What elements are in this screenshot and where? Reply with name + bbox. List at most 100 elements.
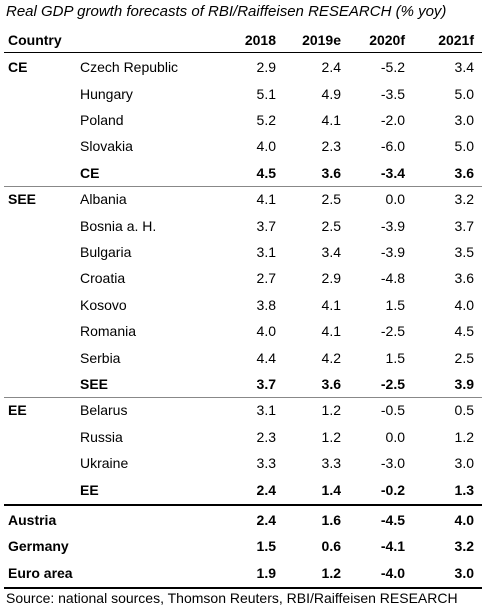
cell-value: 1.5 (256, 538, 276, 555)
cell-value: 1.2 (321, 402, 341, 419)
cell-value: 0.0 (385, 191, 405, 208)
cell-value: 3.1 (256, 244, 276, 260)
cell-value: 2.4 (321, 59, 341, 76)
country-name: Czech Republic (80, 59, 179, 76)
group-label: SEE (8, 191, 37, 208)
cell-value: -2.5 (380, 323, 405, 340)
cell-value: 2.4 (256, 512, 276, 528)
cell-value: 4.0 (256, 323, 276, 340)
cell-value: 2.9 (321, 270, 341, 287)
country-name: Belarus (80, 402, 128, 419)
cell-value: 3.1 (256, 402, 276, 419)
cell-value: -4.5 (380, 512, 405, 528)
cell-value: 3.6 (454, 270, 474, 287)
cell-value: -5.2 (380, 59, 405, 76)
cell-value: 3.2 (454, 538, 474, 555)
cell-value: 4.1 (321, 323, 341, 340)
country-name: Slovakia (80, 138, 133, 155)
cell-value: 4.1 (321, 112, 341, 128)
aggregate-name: Germany (8, 538, 69, 555)
rule (4, 587, 482, 589)
cell-value: 3.2 (454, 191, 474, 208)
cell-value: -3.9 (380, 217, 405, 234)
cell-value: 1.5 (385, 349, 405, 366)
cell-value: 1.6 (321, 512, 341, 528)
cell-value: 2.5 (321, 191, 341, 208)
cell-value: 5.1 (256, 85, 276, 102)
cell-value: 1.5 (385, 296, 405, 313)
cell-value: 4.1 (256, 191, 276, 208)
cell-value: 3.4 (454, 59, 474, 76)
country-name: Russia (80, 428, 123, 445)
cell-value: -4.1 (380, 538, 405, 555)
country-name: Croatia (80, 270, 126, 287)
rule (4, 52, 482, 53)
aggregate-name: Euro area (8, 564, 73, 581)
country-name: Romania (80, 323, 137, 340)
cell-value: 5.0 (454, 138, 474, 155)
cell-value: 2.3 (321, 138, 341, 155)
country-name: Albania (80, 191, 127, 208)
cell-value: 4.1 (321, 296, 341, 313)
group-label: EE (8, 402, 27, 419)
cell-value: 3.7 (256, 217, 276, 234)
country-name: Kosovo (80, 296, 127, 313)
cell-value: 2.5 (454, 349, 474, 366)
cell-value: 4.0 (454, 296, 474, 313)
cell-value: 2.5 (321, 217, 341, 234)
country-name: Ukraine (80, 455, 129, 472)
country-name: Bosnia a. H. (80, 217, 157, 234)
source-note: Source: national sources, Thomson Reuter… (6, 590, 458, 606)
cell-value: 3.5 (454, 244, 474, 260)
cell-value: 3.3 (321, 455, 341, 472)
country-name: Bulgaria (80, 244, 132, 260)
cell-value: 3.4 (321, 244, 341, 260)
cell-value: 2020f (369, 32, 405, 48)
cell-value: -2.0 (380, 112, 405, 128)
cell-value: 1.2 (321, 428, 341, 445)
cell-value: 2019e (302, 32, 341, 48)
cell-value: 3.0 (454, 112, 474, 128)
country-name: Hungary (80, 85, 133, 102)
cell-value: 4.4 (256, 349, 276, 366)
cell-value: 2018 (244, 32, 276, 48)
rule (4, 397, 482, 399)
cell-value: -2.5 (380, 376, 405, 392)
cell-value: -4.8 (380, 270, 405, 287)
cell-value: 5.2 (256, 112, 276, 128)
cell-value: 2021f (438, 32, 474, 48)
cell-value: 3.9 (454, 376, 474, 392)
cell-value: -0.2 (380, 481, 405, 498)
aggregate-name: Austria (8, 512, 57, 528)
cell-value: 1.9 (256, 564, 276, 581)
cell-value: 4.0 (256, 138, 276, 155)
cell-value: 3.7 (454, 217, 474, 234)
cell-value: -3.9 (380, 244, 405, 260)
cell-value: 3.0 (454, 455, 474, 472)
cell-value: 3.8 (256, 296, 276, 313)
cell-value: -3.0 (380, 455, 405, 472)
group-total: CE (80, 164, 100, 181)
group-total: EE (80, 481, 99, 498)
cell-value: 1.2 (454, 428, 474, 445)
cell-value: 4.5 (454, 323, 474, 340)
title: Real GDP growth forecasts of RBI/Raiffei… (6, 3, 447, 20)
rule (4, 186, 482, 187)
cell-value: 1.2 (321, 564, 341, 581)
cell-value: 3.6 (321, 376, 341, 392)
cell-value: 0.5 (454, 402, 474, 419)
cell-value: 3.6 (321, 164, 341, 181)
cell-value: 5.0 (454, 85, 474, 102)
cell-value: 3.3 (256, 455, 276, 472)
cell-value: 4.5 (256, 164, 276, 181)
cell-value: 0.0 (385, 428, 405, 445)
cell-value: 4.2 (321, 349, 341, 366)
cell-value: 2.9 (256, 59, 276, 76)
cell-value: -0.5 (380, 402, 405, 419)
cell-value: 2.3 (256, 428, 276, 445)
cell-value: -6.0 (380, 138, 405, 155)
cell-value: 1.3 (454, 481, 474, 498)
cell-value: 3.0 (454, 564, 474, 581)
cell-value: 1.4 (321, 481, 341, 498)
